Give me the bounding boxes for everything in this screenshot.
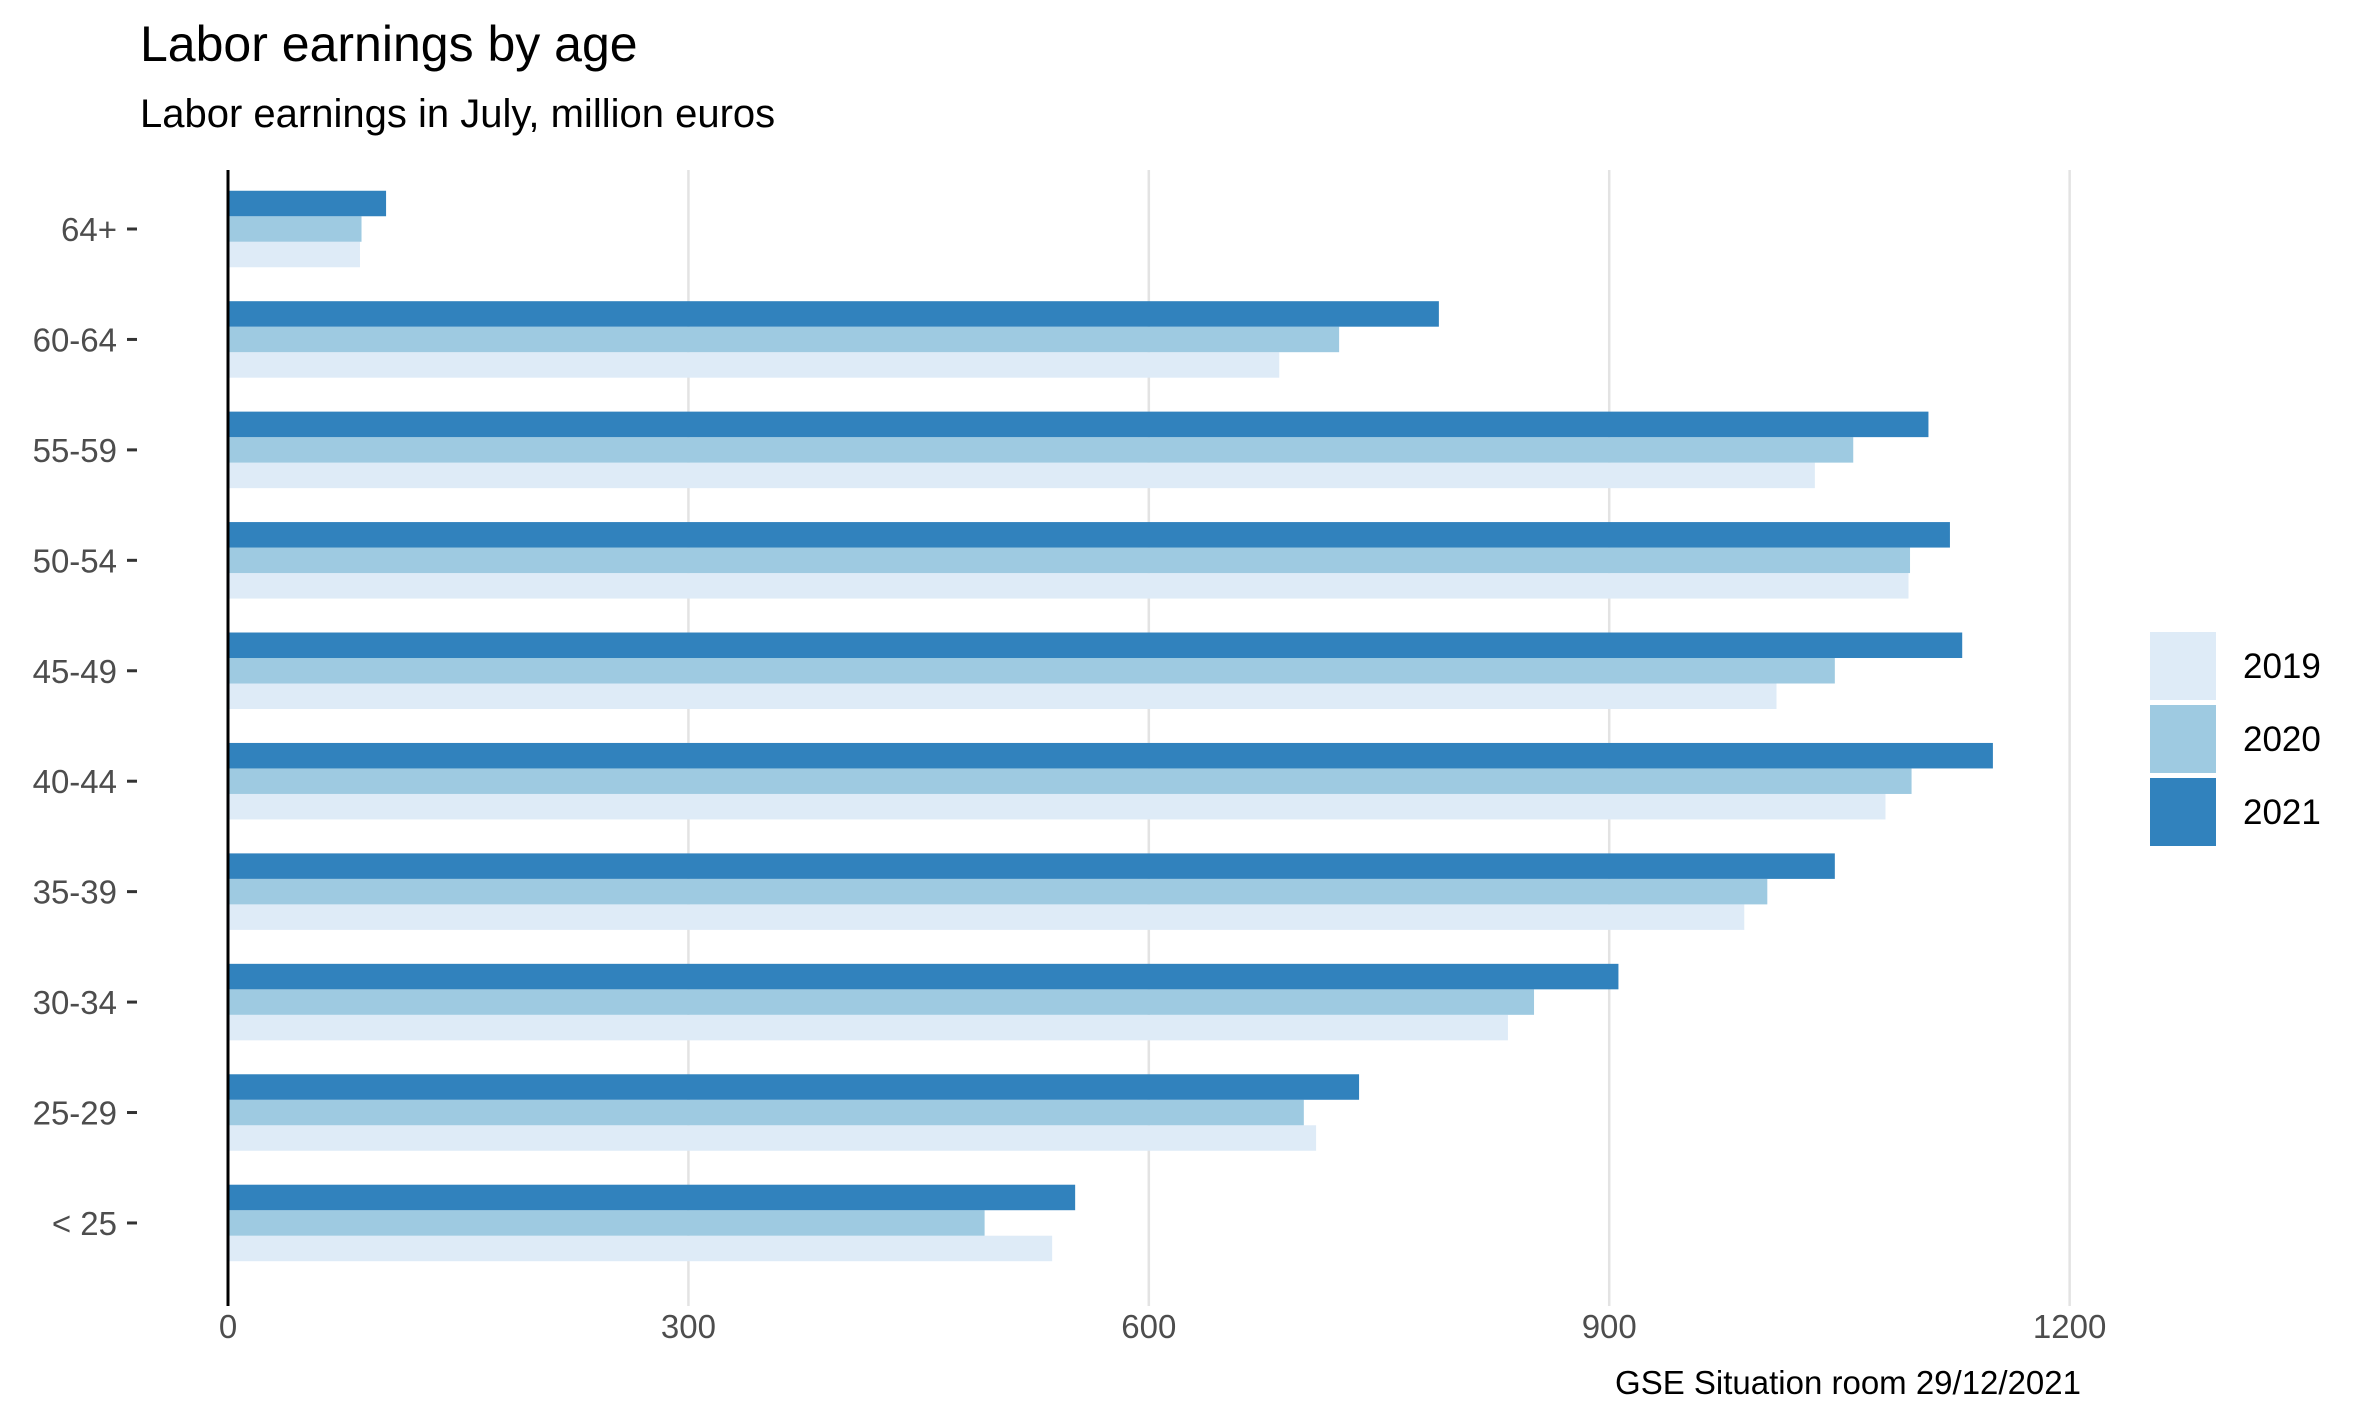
bar	[228, 411, 1929, 438]
legend-label: 2020	[2243, 720, 2321, 759]
x-tick-label: 600	[1121, 1308, 1176, 1345]
y-tick-label: 50-54	[33, 542, 117, 579]
y-tick-label: 45-49	[33, 653, 117, 690]
bar	[228, 1235, 1053, 1262]
bar	[228, 573, 1909, 599]
x-tick-label: 900	[1582, 1308, 1637, 1345]
bar	[228, 1184, 1076, 1211]
x-tick-label: 1200	[2033, 1308, 2106, 1345]
bar	[228, 547, 1911, 574]
bar	[228, 963, 1619, 990]
bar	[228, 853, 1835, 879]
y-tick-label: 30-34	[33, 984, 117, 1021]
legend-key	[2150, 778, 2216, 846]
bar	[228, 522, 1950, 548]
y-tick-label: 35-39	[33, 874, 117, 911]
bars	[228, 190, 1993, 1262]
chart-caption: GSE Situation room 29/12/2021	[1615, 1364, 2081, 1401]
bar	[228, 1099, 1304, 1126]
bar	[228, 1125, 1317, 1151]
bar	[228, 768, 1912, 794]
bar	[228, 352, 1280, 378]
bar	[228, 904, 1745, 930]
bar	[228, 241, 360, 268]
y-axis: 64+ 60-64 55-59 50-54 45-49 40-44 35-39 30-34 25…	[33, 211, 137, 1242]
bar	[228, 742, 1993, 769]
legend-key	[2150, 632, 2216, 700]
bar	[228, 658, 1835, 684]
bar	[228, 1074, 1360, 1100]
bar	[228, 878, 1768, 905]
x-tick-label: 0	[219, 1308, 237, 1345]
y-tick-label: 64+	[61, 211, 117, 248]
bar	[228, 793, 1886, 820]
legend-key	[2150, 705, 2216, 773]
bar	[228, 437, 1854, 463]
bar	[228, 1014, 1508, 1041]
legend-label: 2019	[2243, 647, 2321, 686]
y-tick-label: 40-44	[33, 763, 117, 800]
y-tick-label: 60-64	[33, 321, 117, 358]
bar	[228, 301, 1439, 327]
bar	[228, 190, 387, 217]
bar	[228, 326, 1340, 353]
bar	[228, 989, 1535, 1015]
chart-subtitle: Labor earnings in July, million euros	[140, 92, 776, 136]
bar	[228, 216, 362, 242]
bar	[228, 632, 1963, 659]
y-tick-label: 55-59	[33, 432, 117, 469]
x-axis: 0 300 600 900 1200	[219, 1308, 2107, 1345]
y-tick-label: < 25	[52, 1205, 117, 1242]
legend-label: 2021	[2243, 793, 2321, 832]
chart-title: Labor earnings by age	[140, 16, 638, 72]
bar	[228, 1210, 985, 1236]
x-tick-label: 300	[661, 1308, 716, 1345]
y-tick-label: 25-29	[33, 1095, 117, 1132]
bar	[228, 683, 1777, 710]
bar	[228, 462, 1815, 489]
legend: 2019 2020 2021	[2150, 632, 2321, 846]
